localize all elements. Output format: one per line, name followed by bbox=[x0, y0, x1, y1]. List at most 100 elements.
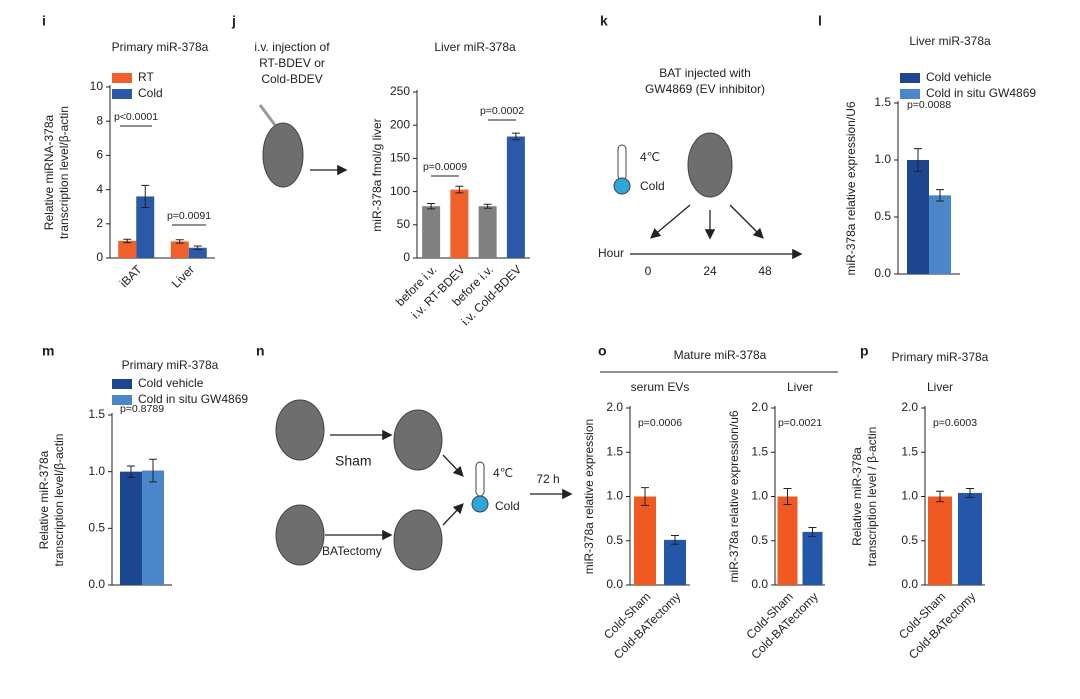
y-tick-label: 0.5 bbox=[874, 209, 891, 223]
mouse bbox=[687, 132, 733, 198]
y-axis-label: Relative miR-378a bbox=[37, 450, 51, 549]
p-value: p=0.0088 bbox=[907, 99, 951, 111]
bar bbox=[929, 195, 951, 274]
syringe bbox=[258, 104, 277, 126]
bar bbox=[136, 196, 155, 258]
thermometer-bulb bbox=[471, 495, 489, 513]
y-tick-label: 0.0 bbox=[606, 577, 623, 591]
error-bar bbox=[123, 238, 132, 244]
bar bbox=[422, 206, 441, 258]
error-bar bbox=[127, 465, 135, 478]
timeline-tick: 24 bbox=[703, 264, 717, 278]
error-bar bbox=[175, 239, 184, 244]
bar bbox=[928, 496, 952, 585]
group-label: BATectomy bbox=[322, 544, 382, 558]
timeline-tick: 48 bbox=[758, 264, 772, 278]
bar bbox=[777, 496, 798, 585]
y-axis-label: transcription level / β-actin bbox=[865, 427, 879, 567]
y-tick-label: 0.0 bbox=[751, 577, 768, 591]
panel-letter: p bbox=[860, 343, 869, 359]
y-tick-label: 8 bbox=[96, 113, 103, 127]
y-axis-label: transcription level/β-actin bbox=[57, 106, 71, 239]
y-axis-label: Relative miR-378a bbox=[850, 447, 864, 546]
bar bbox=[170, 241, 189, 258]
timeline-tick: 0 bbox=[645, 264, 652, 278]
y-tick-label: 1.0 bbox=[751, 489, 768, 503]
y-axis-label: transcription level/β-actin bbox=[52, 434, 66, 567]
arrow bbox=[442, 503, 464, 526]
mouse bbox=[393, 509, 443, 571]
mouse bbox=[275, 399, 325, 461]
arrow bbox=[442, 454, 464, 477]
legend-swatch bbox=[900, 73, 920, 83]
error-bar bbox=[936, 189, 944, 202]
bar bbox=[506, 136, 525, 258]
panel-n-diagram: n Sham BATectomy 4℃ Cold 72 h bbox=[256, 343, 573, 571]
y-tick-label: 0.5 bbox=[606, 533, 623, 547]
bar bbox=[188, 247, 207, 258]
bar bbox=[118, 240, 137, 258]
panel-o-header: o Mature miR-378a bbox=[598, 343, 838, 373]
legend-swatch bbox=[112, 379, 132, 389]
y-axis-label: miR-378a relative expression/U6 bbox=[844, 101, 858, 275]
y-tick-label: 250 bbox=[390, 84, 410, 98]
panel-letter: j bbox=[231, 13, 236, 29]
bar bbox=[142, 470, 164, 585]
y-tick-label: 50 bbox=[397, 217, 411, 231]
chart-title: Liver miR-378a bbox=[434, 40, 516, 54]
y-tick-label: 6 bbox=[96, 148, 103, 162]
condition: Cold bbox=[640, 179, 665, 193]
legend-swatch bbox=[900, 89, 920, 99]
y-tick-label: 2 bbox=[96, 216, 103, 230]
y-tick-label: 1.0 bbox=[874, 152, 891, 166]
y-tick-label: 0.5 bbox=[751, 533, 768, 547]
chart-title: Primary miR-378a bbox=[892, 350, 989, 364]
duration: 72 h bbox=[536, 472, 559, 486]
panel-k-diagram: k BAT injected with GW4869 (EV inhibitor… bbox=[598, 13, 803, 278]
note-line: RT-BDEV or bbox=[259, 56, 325, 70]
legend-swatch bbox=[112, 89, 132, 99]
p-value: p<0.0001 bbox=[114, 111, 158, 123]
thermometer-bulb bbox=[613, 177, 631, 195]
y-tick-label: 100 bbox=[390, 184, 410, 198]
x-tick-label: iBAT bbox=[117, 262, 145, 290]
error-bar bbox=[936, 490, 944, 503]
panel-letter: n bbox=[256, 343, 265, 359]
error-bar bbox=[808, 526, 817, 537]
y-tick-label: 1.5 bbox=[751, 444, 768, 458]
thermometer bbox=[475, 461, 485, 497]
error-bar bbox=[455, 185, 464, 194]
y-tick-label: 1.5 bbox=[88, 407, 105, 421]
error-bar bbox=[483, 203, 492, 209]
panel-letter: l bbox=[818, 13, 822, 29]
legend-label: RT bbox=[138, 70, 154, 84]
chart-title: Liver miR-378a bbox=[909, 34, 991, 48]
p-value: p=0.6003 bbox=[933, 417, 977, 429]
y-tick-label: 0.5 bbox=[88, 521, 105, 535]
timeline-label: Hour bbox=[598, 246, 624, 260]
panel-letter: i bbox=[42, 13, 46, 29]
y-tick-label: 1.5 bbox=[874, 95, 891, 109]
legend-label: Cold vehicle bbox=[138, 376, 204, 390]
chart-title: serum EVs bbox=[631, 380, 690, 394]
chart-subtitle: Liver bbox=[927, 380, 953, 394]
mouse bbox=[262, 122, 304, 188]
chart-title: Primary miR-378a bbox=[122, 358, 219, 372]
legend-label: Cold bbox=[138, 86, 163, 100]
mouse bbox=[275, 504, 325, 566]
bar bbox=[802, 531, 823, 585]
y-tick-label: 2.0 bbox=[751, 400, 768, 414]
y-axis-label: Relative miRNA-378a bbox=[42, 114, 56, 230]
p-value: p=0.0002 bbox=[480, 105, 524, 117]
y-tick-label: 0 bbox=[96, 250, 103, 264]
p-value: p=0.8789 bbox=[120, 403, 164, 415]
p-value: p=0.0021 bbox=[778, 417, 822, 429]
bar bbox=[478, 206, 497, 258]
panel-j-diagram: i.v. injection of RT-BDEV or Cold-BDEV bbox=[254, 40, 348, 188]
p-value: p=0.0009 bbox=[423, 161, 467, 173]
y-tick-label: 200 bbox=[390, 117, 410, 131]
error-bar bbox=[427, 203, 436, 210]
arrow bbox=[729, 204, 764, 239]
error-bar bbox=[914, 148, 922, 172]
